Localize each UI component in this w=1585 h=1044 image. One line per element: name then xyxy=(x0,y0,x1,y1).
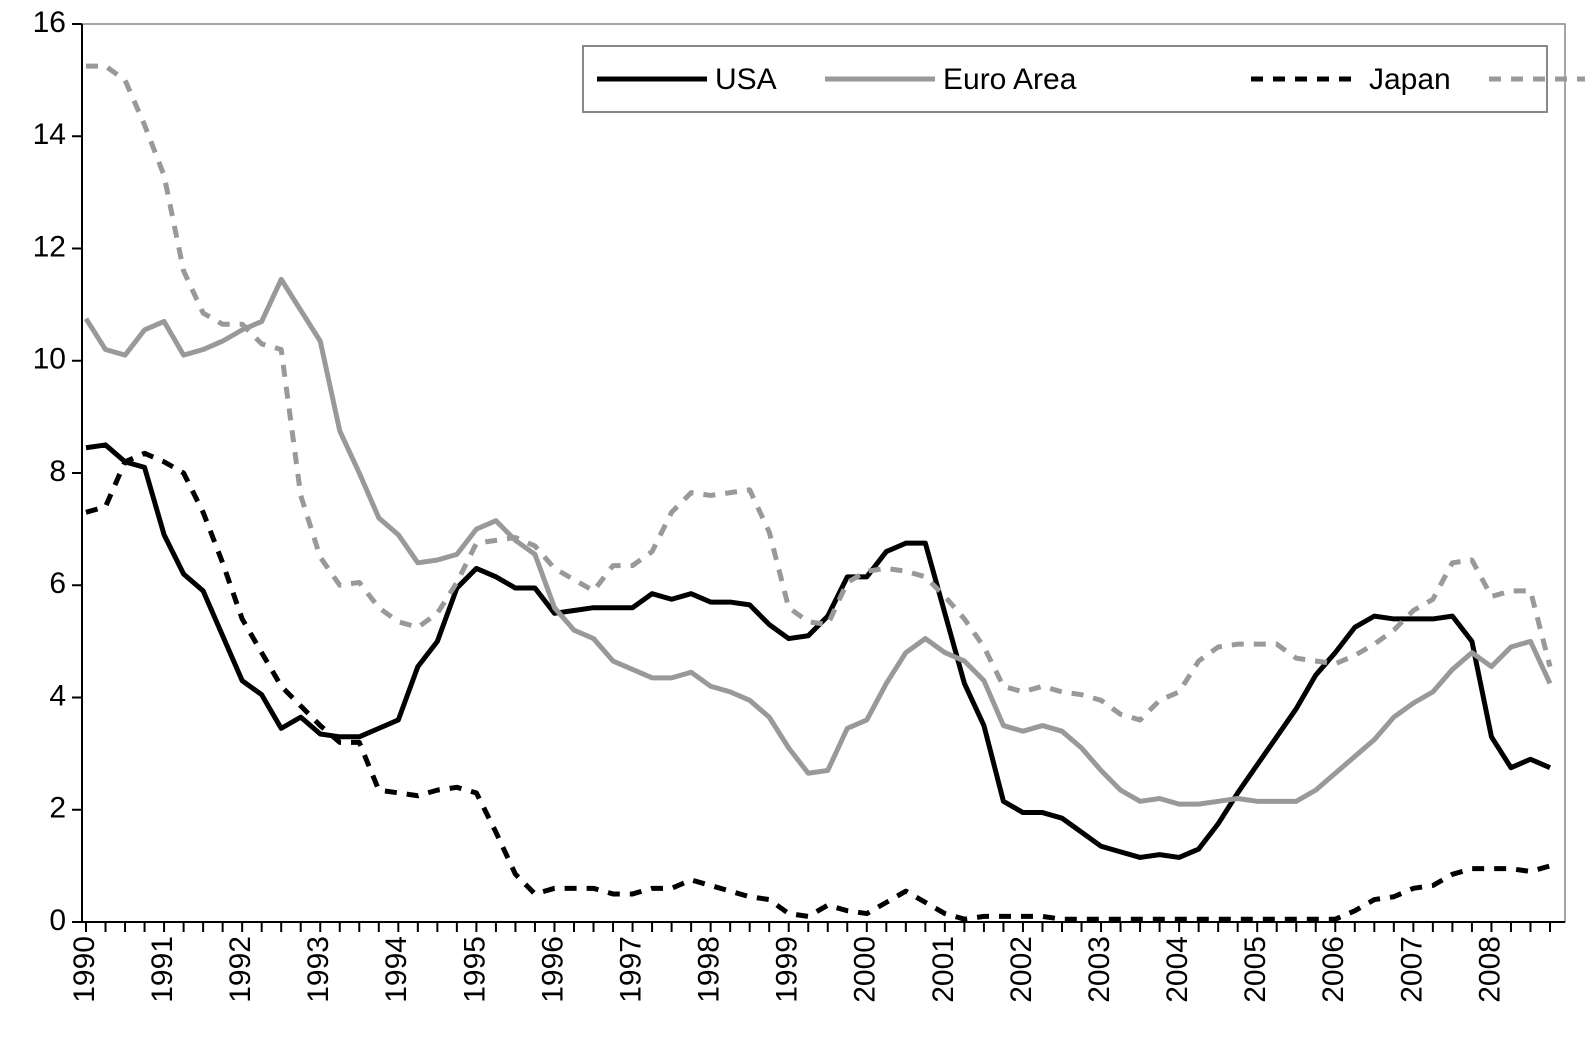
series-line xyxy=(83,276,1553,807)
x-tick-label: 1994 xyxy=(380,936,413,1003)
x-tick-label: 2003 xyxy=(1083,936,1116,1003)
x-tick-label: 2006 xyxy=(1317,936,1350,1003)
x-tick-label: 1992 xyxy=(224,936,257,1003)
plot-frame xyxy=(81,23,1566,923)
y-tick-label: 16 xyxy=(33,6,66,39)
y-tick-label: 4 xyxy=(49,679,66,712)
x-tick-label: 1991 xyxy=(146,936,179,1003)
x-tick-label: 1990 xyxy=(68,936,101,1003)
y-tick-label: 0 xyxy=(49,904,66,937)
y-tick-label: 8 xyxy=(49,455,66,488)
x-tick-label: 2002 xyxy=(1005,936,1038,1003)
x-tick-label: 1997 xyxy=(614,936,647,1003)
x-tick-label: 2000 xyxy=(849,936,882,1003)
x-tick-label: 2007 xyxy=(1395,936,1428,1003)
x-tick-label: 1993 xyxy=(302,936,335,1003)
y-tick-label: 12 xyxy=(33,230,66,263)
x-tick-label: 2005 xyxy=(1239,936,1272,1003)
legend-label: Euro Area xyxy=(943,63,1077,96)
series-line xyxy=(85,450,1551,922)
x-tick-label: 2004 xyxy=(1161,936,1194,1003)
series-line xyxy=(86,63,1553,723)
legend-label: Japan xyxy=(1369,63,1451,96)
x-tick-label: 2008 xyxy=(1473,936,1506,1003)
y-tick-label: 2 xyxy=(49,792,66,825)
legend-label: USA xyxy=(715,63,777,96)
legend-box xyxy=(582,45,1548,113)
y-tick-label: 6 xyxy=(49,567,66,600)
x-tick-label: 1995 xyxy=(458,936,491,1003)
y-tick-label: 14 xyxy=(33,118,66,151)
y-tick-label: 10 xyxy=(33,343,66,376)
x-tick-label: 1998 xyxy=(693,936,726,1003)
x-tick-label: 1996 xyxy=(536,936,569,1003)
x-tick-label: 1999 xyxy=(771,936,804,1003)
x-tick-label: 2001 xyxy=(927,936,960,1003)
series-line xyxy=(85,442,1551,860)
